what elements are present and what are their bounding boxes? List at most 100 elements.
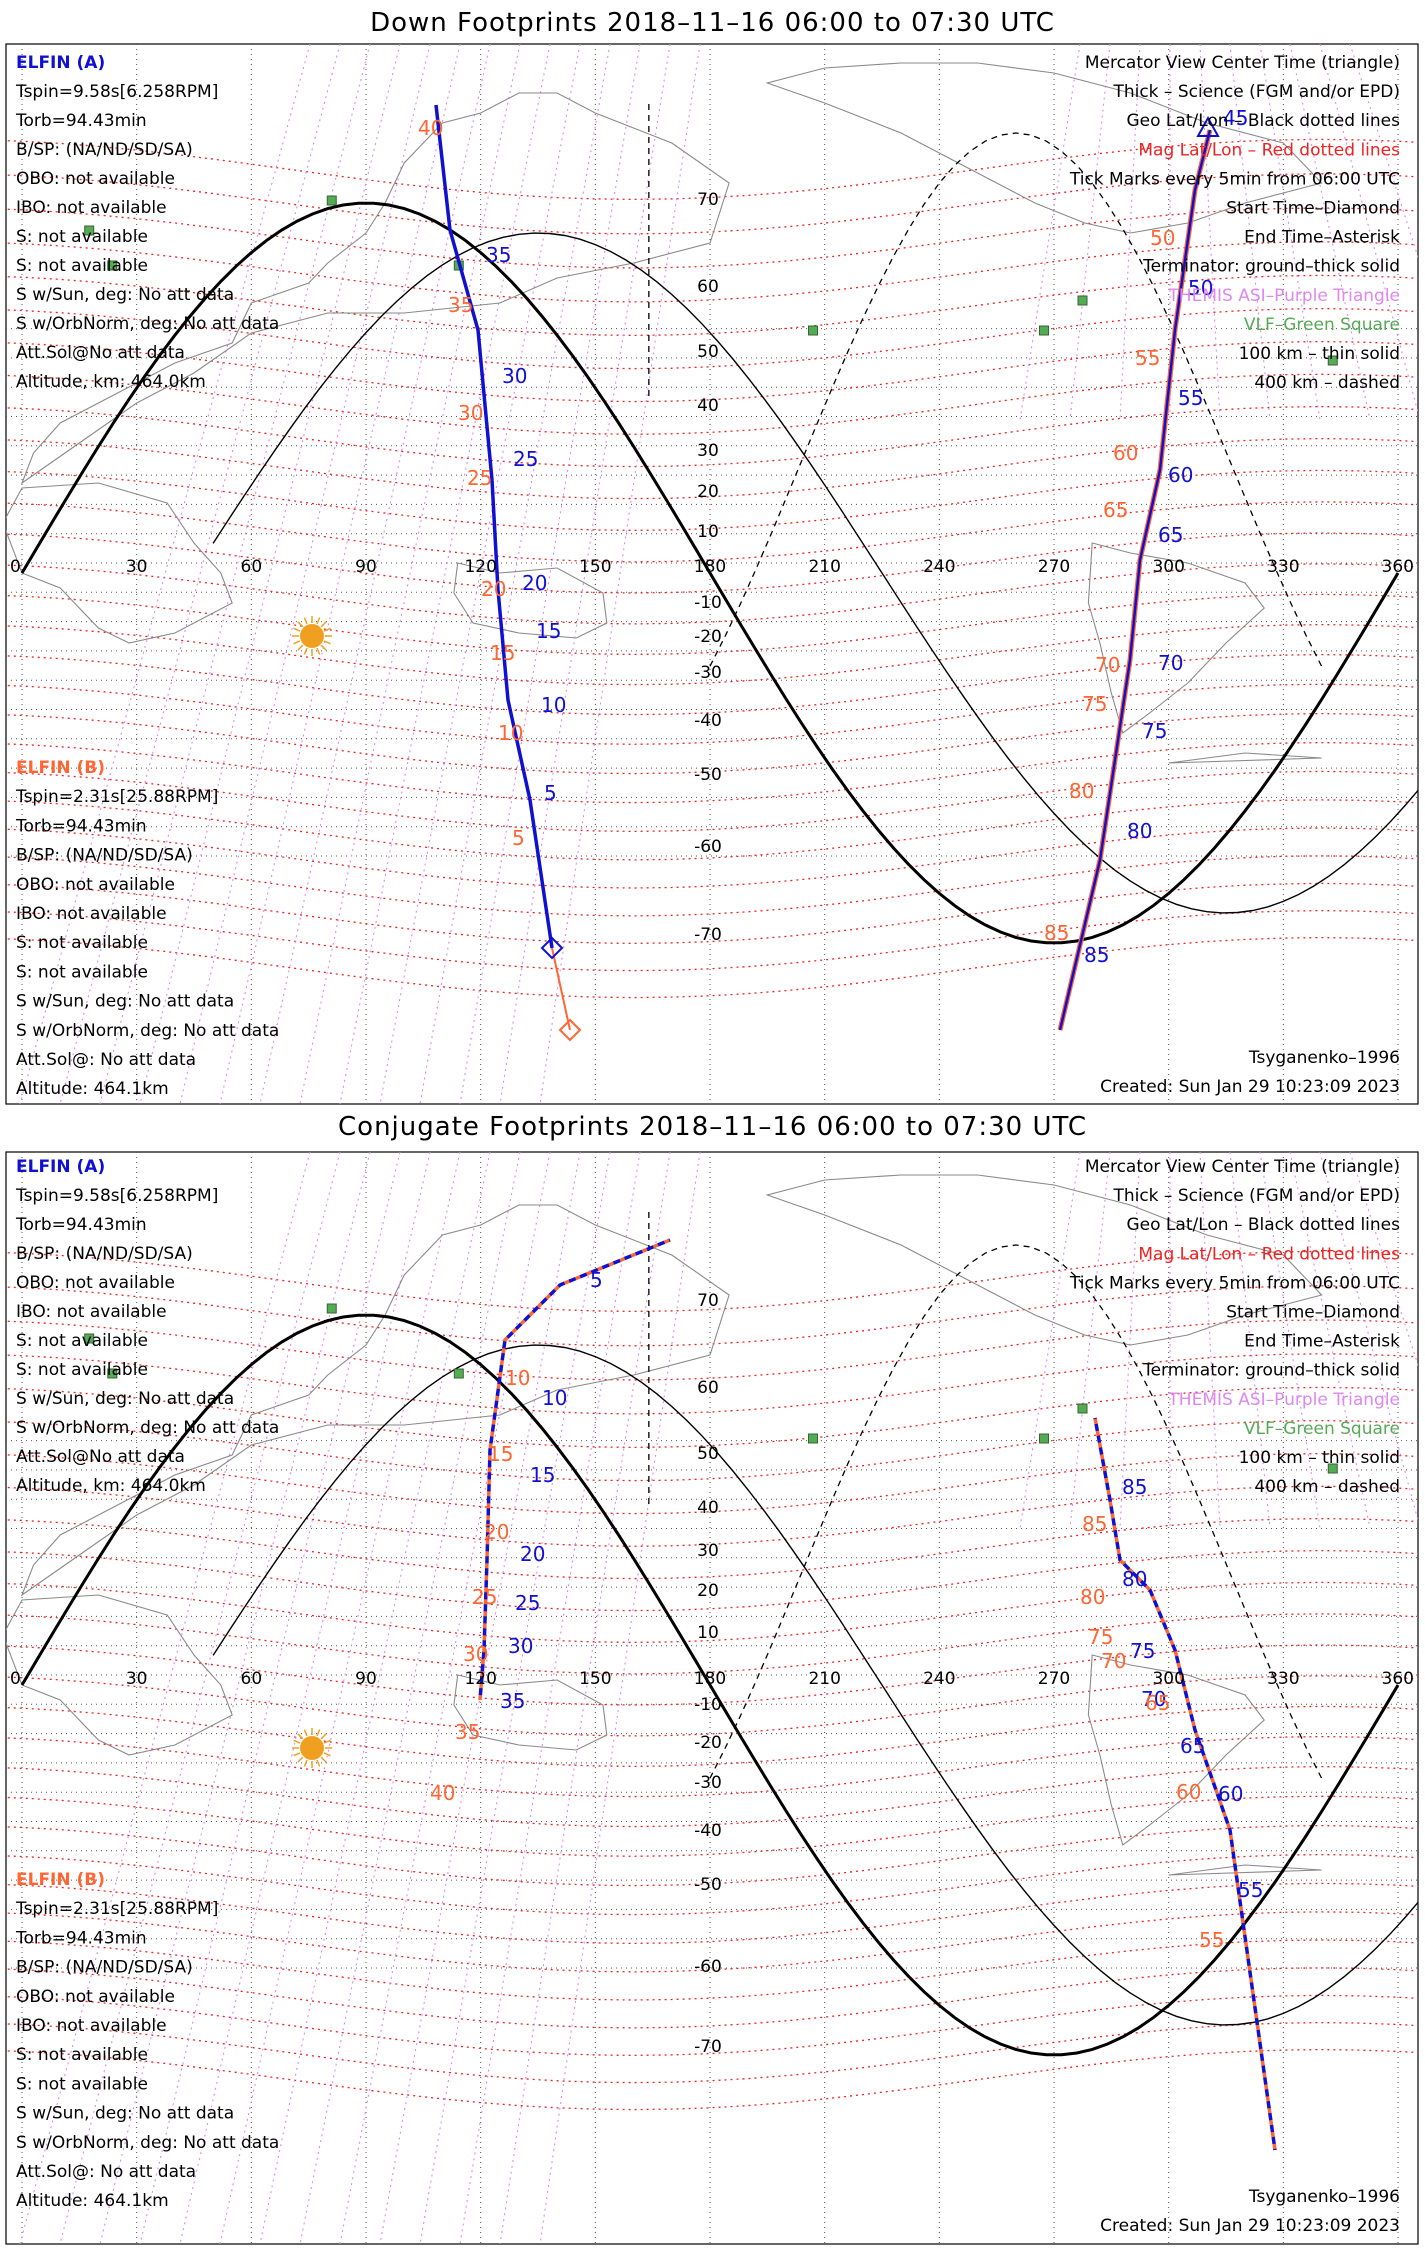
- latitude-label: -70: [694, 925, 722, 945]
- elfin-a-info-line: S: not available: [16, 227, 148, 247]
- sun-ray: [303, 647, 308, 655]
- elfin-b-info-line: S: not available: [16, 2074, 148, 2094]
- latitude-label: 60: [697, 1378, 719, 1398]
- longitude-label: 120: [464, 557, 496, 577]
- map-layers: 3530252015105455055606570758085403530252…: [6, 44, 1418, 1104]
- elfin-b-tick-label: 10: [505, 1366, 530, 1390]
- elfin-b-tick-label: 10: [498, 721, 523, 745]
- longitude-label: 360: [1382, 557, 1414, 577]
- mag-meridian: [1199, 1152, 1221, 1529]
- latitude-label: -30: [694, 663, 722, 683]
- elfin-b-tick-label: 60: [1113, 441, 1138, 465]
- terminator-400km: [709, 132, 1323, 667]
- mag-meridian: [259, 44, 491, 1104]
- latitude-label: 30: [697, 1541, 719, 1561]
- vlf-station-square: [453, 1368, 464, 1379]
- legend-line: 400 km – dashed: [1254, 373, 1400, 393]
- elfin-b-tick-label: 50: [1150, 226, 1175, 250]
- longitude-label: 330: [1267, 1669, 1299, 1689]
- elfin-b-tick-label: 30: [458, 401, 483, 425]
- latitude-label: -40: [694, 1821, 722, 1841]
- longitude-label: 360: [1382, 1669, 1414, 1689]
- elfin-b-tick-label: 85: [1044, 921, 1069, 945]
- elfin-a-info-line: S: not available: [16, 1360, 148, 1380]
- elfin-b-info-line: B/SP: (NA/ND/SD/SA): [16, 846, 193, 866]
- elfin-a-tick-label: 45: [1223, 106, 1248, 130]
- vlf-station-square: [326, 195, 337, 206]
- elfin-b-info-line: Tspin=2.31s[25.88RPM]: [15, 1899, 218, 1919]
- legend-line: Thick – Science (FGM and/or EPD): [1112, 82, 1400, 102]
- latitude-label: 30: [697, 441, 719, 461]
- sun-ray: [303, 1729, 308, 1737]
- legend-line: Tick Marks every 5min from 06:00 UTC: [1069, 169, 1400, 189]
- mag-meridian: [1319, 44, 1418, 415]
- sun-ray: [316, 647, 321, 655]
- legend-line: Geo Lat/Lon – Black dotted lines: [1127, 111, 1401, 131]
- elfin-b-info-line: S: not available: [16, 933, 148, 953]
- elfin-b-info-line: OBO: not available: [16, 875, 175, 895]
- coastline: [20, 92, 730, 485]
- terminator-400km: [709, 1244, 1323, 1779]
- conjugate-footprints-panel: Conjugate Footprints 2018–11–16 06:00 to…: [0, 1108, 1425, 2250]
- elfin-b-tick-label: 15: [488, 1442, 513, 1466]
- mag-meridian: [379, 1152, 581, 2244]
- elfin-a-tick-label: 55: [1238, 1878, 1263, 1902]
- elfin-b-info-line: Altitude: 464.1km: [16, 1079, 169, 1099]
- elfin-a-info-line: Att.Sol@No att data: [16, 343, 185, 363]
- latitude-label: -40: [694, 711, 722, 731]
- elfin-b-tick-label: 15: [490, 641, 515, 665]
- longitude-label: 60: [241, 1669, 263, 1689]
- elfin-b-track: [478, 1238, 671, 1701]
- coastline: [453, 1674, 608, 1751]
- elfin-a-tick-label: 30: [508, 1634, 533, 1658]
- longitude-label: 210: [808, 1669, 840, 1689]
- elfin-a-tick-label: 35: [500, 1689, 525, 1713]
- legend-line: Tick Marks every 5min from 06:00 UTC: [1069, 1273, 1400, 1293]
- elfin-b-tick-label: 20: [481, 577, 506, 601]
- footprint-map: 3530252015105455055606570758085403530252…: [5, 43, 1419, 1105]
- latitude-label: -50: [694, 1875, 722, 1895]
- elfin-a-tick-label: 15: [536, 619, 561, 643]
- longitude-label: 120: [464, 1669, 496, 1689]
- sun-ray: [303, 1759, 308, 1767]
- elfin-b-tick-label: 40: [418, 116, 443, 140]
- elfin-b-info-line: Torb=94.43min: [15, 1928, 147, 1948]
- latitude-label: 50: [697, 342, 719, 362]
- elfin-b-info-line: Altitude: 464.1km: [16, 2191, 169, 2211]
- longitude-label: 90: [355, 557, 377, 577]
- elfin-b-info-line: IBO: not available: [16, 2016, 167, 2036]
- elfin-a-tick-label: 20: [522, 571, 547, 595]
- elfin-b-tick-label: 70: [1095, 653, 1120, 677]
- mag-meridian: [1069, 44, 1111, 421]
- legend-line: Mercator View Center Time (triangle): [1085, 1157, 1400, 1177]
- elfin-a-tick-label: 80: [1127, 819, 1152, 843]
- vlf-station-square: [1077, 295, 1088, 306]
- latitude-label: -10: [694, 593, 722, 613]
- latitude-label: 40: [697, 1498, 719, 1518]
- longitude-label: 30: [126, 1669, 148, 1689]
- elfin-b-info-line: S w/Sun, deg: No att data: [16, 992, 234, 1012]
- elfin-a-info-line: OBO: not available: [16, 1273, 175, 1293]
- elfin-b-info-line: IBO: not available: [16, 904, 167, 924]
- mag-meridian: [539, 1152, 701, 2244]
- mag-meridian: [139, 1152, 401, 2244]
- elfin-b-tick-label: 25: [472, 1585, 497, 1609]
- longitude-label: 0: [10, 557, 21, 577]
- elfin-a-tick-label: 50: [1188, 276, 1213, 300]
- elfin-b-info-line: S w/Sun, deg: No att data: [16, 2104, 234, 2124]
- elfin-b-info-line: B/SP: (NA/ND/SD/SA): [16, 1958, 193, 1978]
- elfin-a-info-line: Altitude, km: 464.0km: [16, 372, 206, 392]
- longitude-label: 180: [694, 557, 726, 577]
- elfin-b-tick-label: 30: [463, 1642, 488, 1666]
- longitude-label: 30: [126, 557, 148, 577]
- coastline: [1168, 1864, 1322, 1876]
- elfin-a-info-line: S w/OrbNorm, deg: No att data: [16, 1418, 279, 1438]
- latitude-label: 50: [697, 1444, 719, 1464]
- sun-ray: [297, 621, 304, 628]
- latitude-label: 60: [697, 277, 719, 297]
- elfin-a-info-line: Torb=94.43min: [15, 111, 147, 131]
- coastline: [1168, 752, 1322, 764]
- mag-meridian: [219, 1152, 461, 2244]
- coastline: [1087, 542, 1265, 734]
- sun-ray: [297, 644, 304, 651]
